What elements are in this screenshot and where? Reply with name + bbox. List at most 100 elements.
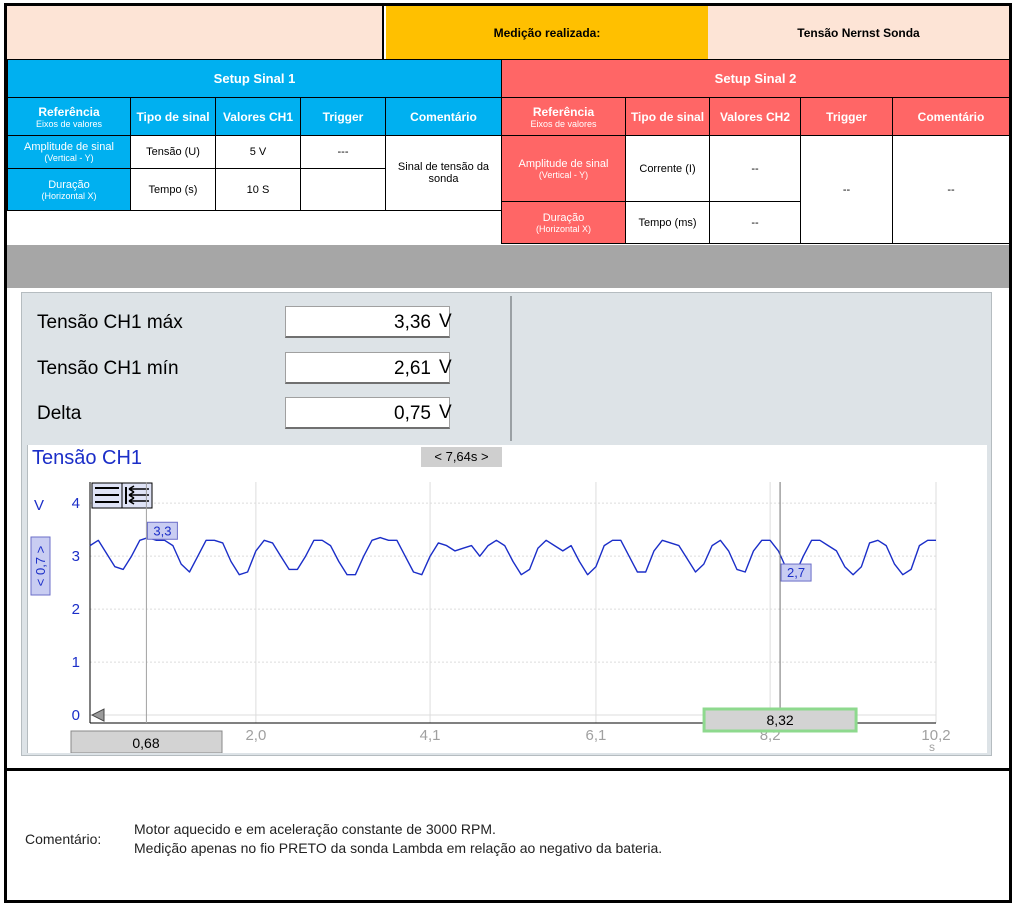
plot-area	[90, 482, 936, 723]
setup-2-header-tipo: Tipo de sinal	[625, 97, 710, 136]
setup-2-duracao-valor: --	[709, 201, 801, 244]
cursor-delta-readout: < 7,64s >	[421, 447, 502, 467]
x-tick-label: 10,2	[921, 727, 950, 744]
zoom-horizontal-icon-arrow	[128, 497, 149, 505]
header-eixos-text: Eixos de valores	[35, 118, 103, 129]
x-unit-label: s	[929, 740, 935, 753]
setup-2-title: Setup Sinal 2	[501, 59, 1010, 98]
header-blank-cell	[7, 6, 384, 59]
measurement-label-cell: Medição realizada:	[386, 6, 708, 59]
cursor-2-value-badge	[780, 563, 812, 582]
measurement-row-min: Tensão CH1 mín 2,61 V	[37, 352, 517, 386]
setup-1-duracao-label: Duração (Horizontal X)	[7, 168, 131, 211]
setup-2-header-referencia: Referência Eixos de valores	[501, 97, 626, 136]
measurement-max-value: 3,36	[394, 312, 431, 333]
header-referencia-text: Referência	[38, 104, 100, 119]
setup-1-header-referencia: Referência Eixos de valores	[7, 97, 131, 136]
measurement-min-value: 2,61	[394, 358, 431, 379]
setup-1-trigger-spacer	[300, 168, 386, 211]
setup-2-header-valores: Valores CH2	[709, 97, 801, 136]
amplitude-label-text: Amplitude de sinal	[24, 141, 114, 153]
setup-1-trigger: ---	[300, 135, 386, 169]
y-tick-label: 4	[72, 495, 80, 512]
measurement-delta-value: 0,75	[394, 403, 431, 424]
setup-2-amplitude-valor: --	[709, 135, 801, 202]
y-unit-label: V	[34, 497, 44, 514]
duracao-sub-text: (Horizontal X)	[41, 190, 97, 201]
duracao-label-text: Duração	[542, 211, 585, 224]
comment-divider	[7, 768, 1009, 771]
zoom-horizontal-icon-arrow	[128, 491, 149, 499]
amplitude-sub-text: (Vertical - Y)	[44, 153, 94, 163]
measurement-label: Medição realizada:	[493, 25, 601, 40]
duracao-label-text: Duração	[48, 178, 90, 191]
setup-1-header-comentario: Comentário	[385, 97, 502, 136]
setup-1-header-trigger: Trigger	[300, 97, 386, 136]
measurement-min-field[interactable]: 2,61	[285, 352, 450, 384]
report-frame: Medição realizada: Tensão Nernst Sonda S…	[4, 3, 1012, 903]
measurement-panel: Tensão CH1 máx 3,36 V Tensão CH1 mín 2,6…	[21, 292, 992, 756]
setup-signal-2-table: Setup Sinal 2 Referência Eixos de valores…	[501, 59, 1010, 244]
y-scale-label: < 0,7 >	[33, 546, 48, 586]
y-scale-badge	[30, 536, 51, 596]
cursor-2-time-box	[702, 707, 858, 733]
chart-title: Tensão CH1	[32, 447, 143, 469]
setup-2-header-trigger: Trigger	[800, 97, 893, 136]
comment-line-2: Medição apenas no fio PRETO da sonda Lam…	[134, 840, 663, 856]
setup-2-header-comentario: Comentário	[892, 97, 1010, 136]
setup-1-amplitude-tipo: Tensão (U)	[130, 135, 216, 169]
comment-label: Comentário:	[25, 831, 102, 847]
header-eixos-text: Eixos de valores	[530, 118, 597, 129]
setup-1-header-valores: Valores CH1	[215, 97, 301, 136]
duracao-sub-text: (Horizontal X)	[535, 223, 591, 234]
measurement-max-field[interactable]: 3,36	[285, 306, 450, 338]
x-tick-label: 2,0	[245, 727, 266, 744]
amplitude-label-text: Amplitude de sinal	[518, 157, 609, 170]
x-tick-label: 4,1	[420, 727, 441, 744]
setup-1-duracao-valor: 10 S	[215, 168, 301, 211]
separator-band	[7, 245, 1009, 288]
measurement-value: Tensão Nernst Sonda	[797, 25, 920, 40]
setup-2-comentario: --	[892, 135, 1010, 244]
y-tick-label: 1	[72, 654, 80, 671]
setup-1-header-tipo: Tipo de sinal	[130, 97, 216, 136]
setup-1-duracao-tipo: Tempo (s)	[130, 168, 216, 211]
x-tick-label: 6,1	[586, 727, 607, 744]
measurement-values-group: Tensão CH1 máx 3,36 V Tensão CH1 mín 2,6…	[27, 296, 512, 441]
setup-2-duracao-label: Duração (Horizontal X)	[501, 201, 626, 244]
amplitude-sub-text: (Vertical - Y)	[538, 169, 589, 180]
measurement-row-delta: Delta 0,75 V	[37, 397, 517, 431]
measurement-delta-unit: V	[439, 402, 452, 423]
zero-marker-icon	[90, 708, 105, 722]
measurement-max-unit: V	[439, 311, 452, 332]
setup-1-amplitude-valor: 5 V	[215, 135, 301, 169]
y-tick-label: 3	[72, 548, 80, 565]
measurement-row-max: Tensão CH1 máx 3,36 V	[37, 306, 517, 340]
zoom-horizontal-icon-arrow	[128, 485, 149, 493]
setup-1-amplitude-label: Amplitude de sinal (Vertical - Y)	[7, 135, 131, 169]
setup-2-amplitude-tipo: Corrente (I)	[625, 135, 710, 202]
measurement-delta-label: Delta	[37, 403, 82, 424]
cursor-1-value-badge	[146, 521, 178, 540]
cursor-1-time: 0,68	[132, 735, 159, 751]
cursor-2-value: 2,7	[787, 565, 805, 580]
measurement-max-label: Tensão CH1 máx	[37, 312, 183, 333]
setup-signal-1-table: Setup Sinal 1 Referência Eixos de valores…	[7, 59, 502, 211]
setup-2-trigger: --	[800, 135, 893, 244]
comment-line-1: Motor aquecido e em aceleração constante…	[134, 821, 496, 837]
setup-2-duracao-tipo: Tempo (ms)	[625, 201, 710, 244]
cursor-2-time: 8,32	[766, 712, 793, 728]
measurement-delta-field[interactable]: 0,75	[285, 397, 450, 429]
y-tick-label: 2	[72, 601, 80, 618]
measurement-min-label: Tensão CH1 mín	[37, 358, 179, 379]
cursor-1-value: 3,3	[153, 523, 171, 538]
measurement-min-unit: V	[439, 357, 452, 378]
measurement-value-cell: Tensão Nernst Sonda	[708, 6, 1009, 59]
header-referencia-text: Referência	[532, 104, 595, 119]
setup-2-amplitude-label: Amplitude de sinal (Vertical - Y)	[501, 135, 626, 202]
setup-1-comentario: Sinal de tensão da sonda	[385, 135, 502, 211]
cursor-1-time-box	[70, 730, 223, 753]
comment-text: Motor aquecido e em aceleração constante…	[134, 820, 662, 858]
